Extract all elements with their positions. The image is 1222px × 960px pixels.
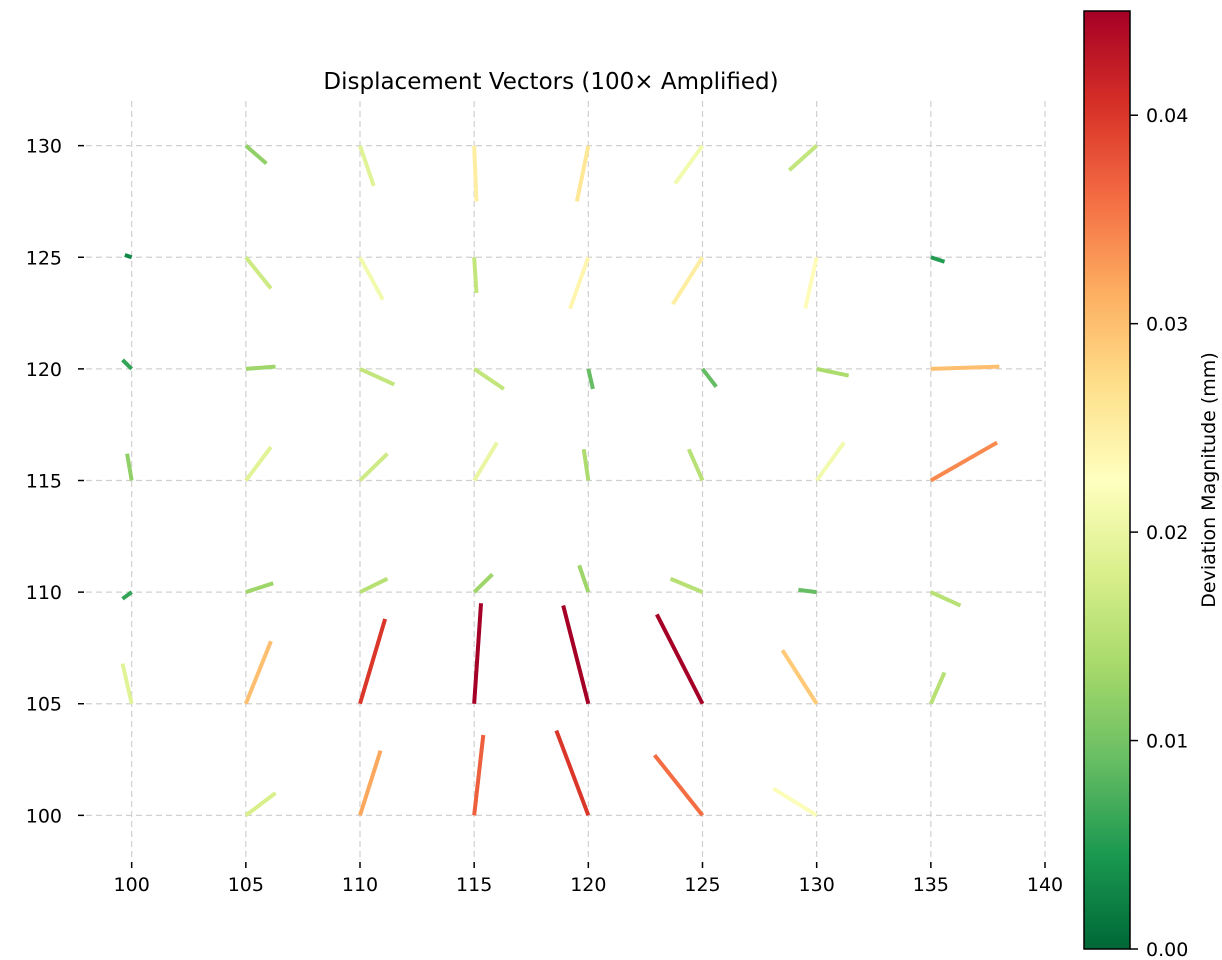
displacement-vector xyxy=(652,753,705,817)
displacement-vector xyxy=(772,786,818,818)
displacement-vector xyxy=(124,253,133,260)
y-tick-label: 120 xyxy=(26,359,62,381)
displacement-vector xyxy=(700,367,718,388)
displacement-vector xyxy=(930,255,946,264)
displacement-vector xyxy=(554,729,591,817)
displacement-vector xyxy=(121,358,134,371)
displacement-vector xyxy=(472,145,479,202)
displacement-vector xyxy=(243,640,273,705)
displacement-vector xyxy=(586,368,595,390)
displacement-vector xyxy=(669,576,704,594)
displacement-vector xyxy=(673,144,705,185)
colorbar-tick-label: 0.01 xyxy=(1146,731,1188,753)
displacement-vector xyxy=(798,587,817,595)
displacement-vector xyxy=(359,367,396,387)
displacement-vector xyxy=(358,145,376,187)
displacement-vector xyxy=(929,440,999,483)
displacement-vector xyxy=(780,649,819,705)
colorbar-ticks: 0.00 0.01 0.02 0.03 0.04 xyxy=(1130,105,1188,960)
displacement-vector xyxy=(472,603,484,704)
y-tick-label: 100 xyxy=(26,805,62,827)
colorbar: 0.00 0.01 0.02 0.03 0.04 Deviation Magnitude… xyxy=(1083,10,1220,960)
x-tick-label: 115 xyxy=(456,874,492,896)
displacement-vector xyxy=(561,605,591,705)
x-tick-label: 100 xyxy=(114,874,150,896)
y-tick-label: 110 xyxy=(26,582,62,604)
displacement-vector xyxy=(930,364,1000,371)
y-tick-label: 125 xyxy=(26,247,62,269)
displacement-vector xyxy=(358,750,383,816)
displacement-vector xyxy=(671,256,705,306)
chart-title: Displacement Vectors (100× Amplified) xyxy=(323,69,778,95)
displacement-vector xyxy=(358,256,385,301)
displacement-vector xyxy=(244,445,273,482)
displacement-vector xyxy=(472,734,486,816)
displacement-vector xyxy=(816,366,850,378)
displacement-vector xyxy=(244,144,268,166)
displacement-vector xyxy=(245,364,276,371)
x-tick-label: 105 xyxy=(228,874,264,896)
y-tick-label: 105 xyxy=(26,694,62,716)
colorbar-tick-label: 0.03 xyxy=(1146,314,1188,336)
displacement-vector xyxy=(358,618,388,705)
displacement-vector xyxy=(787,144,819,172)
vector-field xyxy=(120,144,1000,818)
displacement-vector xyxy=(815,441,846,482)
displacement-vector xyxy=(358,452,389,482)
displacement-vector xyxy=(244,791,277,817)
displacement-vector xyxy=(125,453,134,481)
displacement-vector xyxy=(581,448,591,481)
displacement-vector xyxy=(472,572,494,594)
colorbar-label: Deviation Magnitude (mm) xyxy=(1198,352,1220,607)
x-tick-label: 135 xyxy=(913,874,949,896)
displacement-vector xyxy=(473,367,505,391)
colorbar-gradient xyxy=(1083,10,1131,950)
displacement-vector xyxy=(121,590,133,601)
displacement-vector xyxy=(568,256,591,310)
displacement-vector xyxy=(929,671,947,705)
displacement-vector xyxy=(577,564,591,593)
x-tick-label: 120 xyxy=(570,874,606,896)
displacement-vector xyxy=(245,581,274,595)
displacement-vector xyxy=(574,145,591,202)
colorbar-tick-label: 0.02 xyxy=(1146,522,1188,544)
displacement-vector xyxy=(655,613,705,705)
colorbar-tick-label: 0.04 xyxy=(1146,105,1188,127)
x-tick-label: 110 xyxy=(342,874,378,896)
displacement-vector xyxy=(472,257,479,294)
colorbar-tick-label: 0.00 xyxy=(1146,939,1188,960)
axis-ticks: 100 105 110 115 120 125 130 135 140 100 105 110 115 1… xyxy=(26,136,1063,896)
displacement-vector xyxy=(359,576,389,594)
x-tick-label: 125 xyxy=(684,874,720,896)
displacement-vector xyxy=(930,590,962,608)
displacement-vector xyxy=(120,663,134,705)
y-tick-label: 130 xyxy=(26,136,62,158)
grid xyxy=(86,101,1046,860)
x-tick-label: 130 xyxy=(799,874,835,896)
y-tick-label: 115 xyxy=(26,471,62,493)
displacement-vector xyxy=(244,256,273,290)
displacement-vector xyxy=(686,448,705,482)
displacement-vector xyxy=(472,441,499,482)
displacement-vector xyxy=(803,256,819,310)
x-tick-label: 140 xyxy=(1027,874,1063,896)
